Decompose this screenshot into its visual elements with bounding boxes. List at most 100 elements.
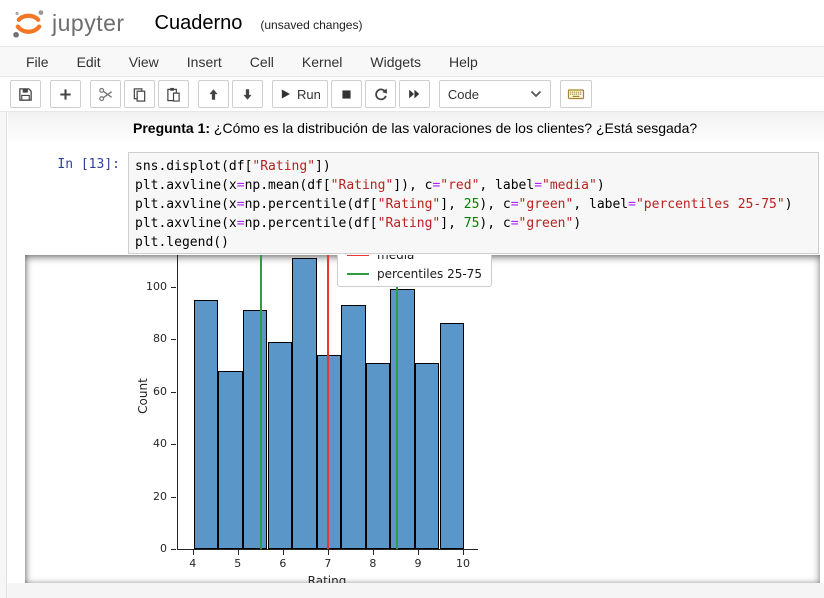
toolbar-groups: Run (10, 80, 430, 108)
restart-run-all-button[interactable] (398, 80, 430, 108)
legend-entry: media (347, 255, 482, 264)
cut-button[interactable] (90, 80, 121, 108)
copy-icon (132, 87, 147, 102)
paste-icon (166, 87, 181, 102)
y-tick-label: 80 (153, 332, 167, 346)
y-tick-mark (171, 496, 176, 498)
y-tick-label: 40 (153, 437, 167, 450)
restart-run-all-icon (406, 87, 422, 101)
x-tick-mark (237, 550, 239, 555)
menu-help[interactable]: Help (448, 53, 478, 70)
toolbar-button-group (198, 80, 263, 108)
keyboard-icon (567, 86, 585, 102)
toolbar: Run Code (0, 77, 824, 112)
chevron-down-icon (530, 90, 541, 98)
menu-insert[interactable]: Insert (186, 53, 222, 70)
x-tick-label: 7 (324, 557, 332, 570)
toolbar-button-group: Run (272, 80, 430, 108)
toolbar-button-group (50, 80, 81, 108)
x-tick-label: 5 (234, 557, 242, 570)
x-tick-mark (192, 550, 194, 555)
histogram-bar (193, 299, 219, 549)
menu-view[interactable]: View (128, 53, 159, 70)
paste-button[interactable] (158, 80, 189, 108)
histogram-bar (292, 257, 317, 549)
markdown-question-text: ¿Cómo es la distribución de las valoraci… (210, 120, 698, 136)
x-tick-label: 6 (279, 557, 287, 570)
legend-label: media (377, 255, 414, 262)
y-tick-label: 100 (146, 279, 167, 293)
x-tick-mark (372, 550, 374, 555)
code-line: sns.displot(df["Rating"]) (135, 159, 331, 174)
jupyter-logo[interactable]: jupyter (12, 7, 125, 40)
legend: media percentiles 25-75 (337, 255, 492, 287)
code-input-area[interactable]: sns.displot(df["Rating"]) plt.axvline(x=n… (128, 152, 819, 254)
run-button[interactable]: Run (272, 80, 328, 108)
code-lines: sns.displot(df["Rating"]) plt.axvline(x=n… (135, 157, 812, 252)
add-cell-icon (58, 87, 73, 102)
x-tick-mark (418, 550, 419, 555)
code-line: plt.axvline(x=np.percentile(df["Rating"]… (135, 216, 582, 231)
y-tick-mark (171, 444, 176, 445)
copy-button[interactable] (124, 80, 155, 108)
legend-entry: percentiles 25-75 (347, 264, 482, 283)
menu-bar: File Edit View Insert Cell Kernel Widgets Help (0, 46, 824, 77)
jupyter-wordmark: jupyter (52, 9, 125, 36)
histogram-bar (439, 323, 464, 549)
code-line: plt.legend() (135, 235, 229, 250)
x-tick-label: 9 (414, 557, 422, 570)
legend-line-sample (347, 272, 369, 275)
x-tick-mark (282, 550, 284, 555)
y-tick-label: 60 (153, 384, 167, 398)
menu-edit[interactable]: Edit (76, 53, 101, 70)
histogram-figure: 45678910020406080100RatingCountmediaperc… (25, 255, 820, 583)
legend-label: percentiles 25-75 (377, 266, 482, 281)
toolbar-button-group (90, 80, 189, 108)
cell-type-select[interactable]: Code (438, 80, 551, 108)
move-down-button[interactable] (232, 80, 263, 108)
restart-kernel-button[interactable] (364, 80, 396, 108)
percentile-25-vline (260, 255, 263, 549)
run-icon (279, 87, 292, 101)
histogram-bar (341, 304, 366, 549)
y-axis-label: Count (136, 378, 150, 414)
histogram-bar (218, 370, 243, 549)
x-tick-label: 8 (369, 557, 377, 570)
histogram-bar (316, 354, 342, 549)
add-cell-button[interactable] (50, 80, 81, 108)
notebook-left-gutter (0, 112, 7, 598)
y-tick-mark (171, 286, 176, 288)
notebook-title[interactable]: Cuaderno (154, 11, 243, 34)
toolbar-button-group (10, 80, 41, 108)
mean-vline (326, 255, 329, 549)
move-down-icon (241, 87, 254, 102)
header-bar: jupyter Cuaderno (unsaved changes) (0, 0, 824, 46)
output-scroll-area[interactable]: 45678910020406080100RatingCountmediaperc… (25, 255, 820, 583)
histogram-bar (414, 362, 440, 549)
code-line: plt.axvline(x=np.percentile(df["Rating"]… (135, 197, 793, 212)
y-tick-mark (171, 339, 176, 341)
histogram-bar (390, 289, 415, 549)
menu-kernel[interactable]: Kernel (301, 53, 343, 70)
plot-area (177, 255, 478, 550)
move-up-button[interactable] (198, 80, 229, 108)
y-tick-mark (171, 549, 176, 550)
markdown-cell[interactable]: Pregunta 1: ¿Cómo es la distribución de … (133, 120, 793, 136)
markdown-question-label: Pregunta 1: (133, 120, 211, 136)
y-tick-label: 0 (160, 542, 167, 555)
command-palette-button[interactable] (559, 80, 592, 108)
save-button[interactable] (10, 80, 41, 108)
stop-button[interactable] (330, 80, 362, 108)
y-tick-label: 20 (153, 489, 167, 503)
below-cell-area (7, 583, 824, 598)
x-tick-mark (327, 550, 329, 555)
cell-type-value: Code (447, 86, 479, 102)
menu-widgets[interactable]: Widgets (370, 53, 421, 70)
menu-file[interactable]: File (26, 53, 49, 70)
cut-icon (98, 87, 114, 102)
save-icon (18, 87, 33, 102)
x-axis-label: Rating (307, 574, 347, 583)
menu-cell[interactable]: Cell (249, 53, 274, 70)
y-tick-mark (171, 391, 176, 393)
legend-line-sample (347, 255, 369, 256)
